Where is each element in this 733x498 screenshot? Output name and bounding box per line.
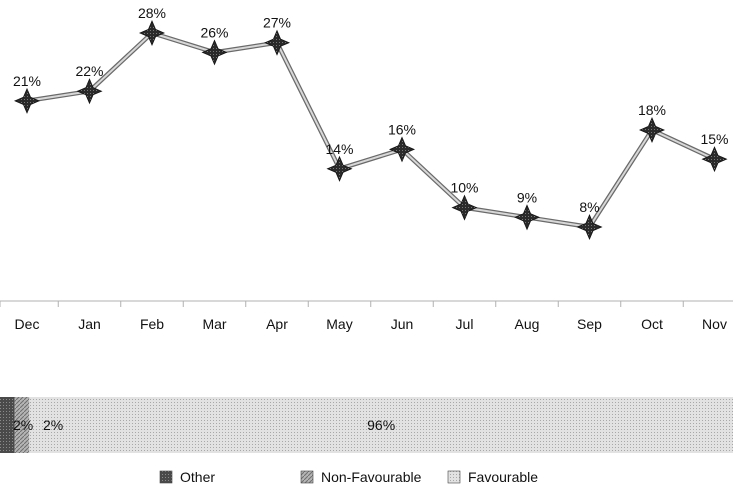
data-point-marker [576,213,603,241]
legend-label: Favourable [468,469,538,485]
series-line-outline [26,30,716,230]
x-tick-label: Jun [391,316,414,332]
bar-segment-label: 96% [367,417,395,433]
x-tick-label: Feb [140,316,164,332]
x-tick-label: Apr [266,316,288,332]
bar-segment [29,397,733,453]
data-point-marker [76,78,103,105]
data-label: 21% [13,73,41,89]
x-tick-label: Jul [456,316,474,332]
x-tick-label: Sep [577,316,602,332]
legend-swatch [300,470,314,484]
x-tick-label: Jan [78,316,101,332]
data-label: 10% [450,180,478,196]
bar-segment [0,397,15,453]
legend: Other Non-Favourable Favourable [159,469,538,485]
data-label: 8% [579,199,599,215]
x-tick-label: Dec [15,316,40,332]
data-label: 14% [325,141,353,157]
x-tick-label: Nov [702,316,727,332]
data-point-marker [701,146,728,173]
bar-segment-label: 2% [43,417,63,433]
data-point-marker [513,204,541,231]
data-point-marker [138,19,166,47]
bar-segment [14,397,30,453]
legend-label: Other [180,469,215,485]
data-label: 18% [638,102,666,118]
data-point-marker [638,116,666,144]
line-chart: 21% 22% 28% 26% 27% 14% 16% 10% 9% 8% 18% 15% Dec Jan… [0,5,733,332]
legend-swatch [159,470,173,484]
data-point-marker [201,39,228,66]
legend-swatch [447,470,461,484]
series-line [26,32,715,228]
data-label: 28% [138,5,166,21]
data-point-marker [13,87,41,114]
data-point-marker [451,194,478,221]
legend-label: Non-Favourable [321,469,422,485]
x-tick-label: Aug [515,316,540,332]
data-label: 22% [75,63,103,79]
data-label: 15% [700,131,728,147]
data-point-marker [263,29,291,56]
data-label: 26% [200,24,228,40]
stacked-bar-chart: 2% 2% 96% [0,397,733,453]
bar-segment-label: 2% [13,417,33,433]
data-point-marker [388,136,416,163]
data-point-marker [326,155,353,182]
x-tick-label: Oct [641,316,663,332]
data-label: 16% [388,121,416,137]
x-tick-label: Mar [202,316,226,332]
data-label: 27% [263,15,291,31]
x-tick-label: May [326,316,352,332]
data-label: 9% [517,189,537,205]
